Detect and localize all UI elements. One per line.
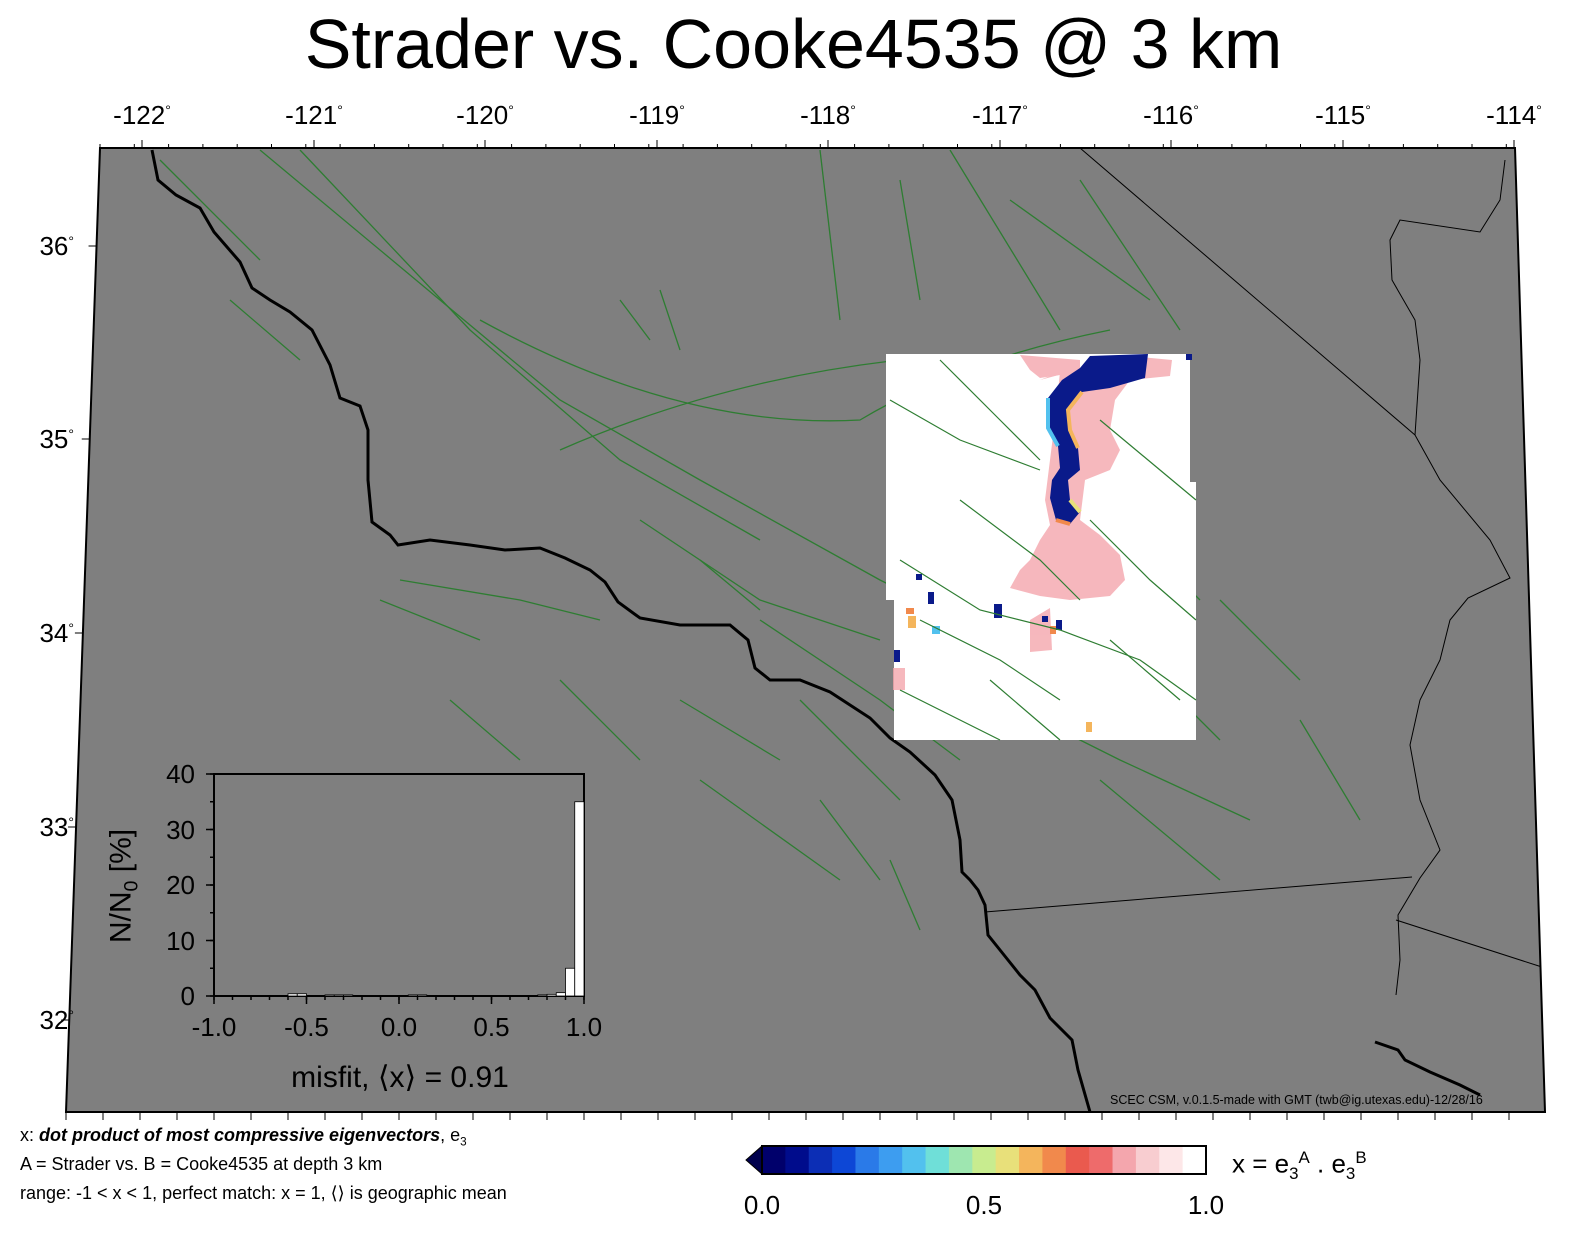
histogram-bar <box>407 994 418 997</box>
colorbar-swatch <box>1042 1146 1067 1174</box>
lat-label: 35° <box>39 424 74 454</box>
colorbar-swatch <box>785 1146 810 1174</box>
histogram-x-tick-label: 1.0 <box>565 1012 603 1042</box>
colorbar-swatch <box>902 1146 927 1174</box>
lon-label: -116° <box>1143 100 1199 130</box>
lon-label: -118° <box>800 100 856 130</box>
arizona-sonora-border <box>1395 919 1545 969</box>
colorbar-swatch <box>1065 1146 1090 1174</box>
colorbar-swatch <box>762 1146 786 1174</box>
lon-label: -117° <box>972 100 1028 130</box>
histogram-y-tick-label: 10 <box>166 925 195 956</box>
cb-label-sup-a: A <box>1298 1148 1310 1167</box>
colorbar-swatch <box>1159 1146 1184 1174</box>
colorbar-underflow-triangle <box>745 1144 763 1176</box>
misfit-histogram <box>206 773 585 1004</box>
note-subscript: 3 <box>460 1135 467 1149</box>
note-line-2: A = Strader vs. B = Cooke4535 at depth 3… <box>20 1154 383 1174</box>
lon-label: -122° <box>113 100 171 130</box>
histogram-y-label: N/N0 [%] <box>104 828 143 944</box>
histogram-y-tick-label: 20 <box>166 870 195 900</box>
histogram-bars <box>287 801 585 997</box>
colorbar-swatch <box>925 1146 950 1174</box>
lat-label: 33° <box>39 812 74 842</box>
colorbar-swatch <box>1135 1146 1160 1174</box>
lon-label: -115° <box>1315 100 1371 130</box>
baja-gulf-coast <box>1374 1040 1481 1097</box>
colorbar-swatch <box>972 1146 997 1174</box>
note-symbol: , e <box>440 1125 461 1145</box>
note-definition: dot product of most compressive eigenvec… <box>39 1125 441 1145</box>
histogram-frame <box>213 773 585 997</box>
colorbar-swatch <box>995 1146 1020 1174</box>
histogram-bar <box>417 994 428 997</box>
histogram-bar <box>361 995 372 997</box>
histogram-bar <box>574 801 585 997</box>
lon-label: -119° <box>629 100 685 130</box>
cb-label-part: x = e <box>1232 1148 1290 1179</box>
histogram-x-tick-label: -0.5 <box>284 1012 329 1042</box>
misfit-raster <box>886 354 1197 741</box>
colorbar-swatch <box>1019 1146 1043 1174</box>
frame-ticks <box>61 140 1515 1120</box>
histogram-bar <box>370 995 381 997</box>
histogram-bar <box>324 994 335 997</box>
colorbar <box>745 1144 1207 1176</box>
lon-label: -120° <box>456 100 514 130</box>
lat-label: 34° <box>39 618 74 648</box>
map-title: Strader vs. Cooke4535 @ 3 km <box>304 5 1283 83</box>
histogram-x-tick-label: -1.0 <box>191 1012 237 1042</box>
histogram-x-tick-label: 0.5 <box>473 1012 510 1042</box>
note-prefix: x: <box>20 1125 40 1145</box>
histogram-bar <box>287 993 298 997</box>
mexico-border <box>984 876 1413 913</box>
histogram-x-label: misfit, ⟨x⟩ = 0.91 <box>291 1061 509 1094</box>
lon-label: -121° <box>285 100 343 130</box>
histogram-y-tick-label: 0 <box>180 981 195 1011</box>
colorbar-swatch <box>832 1146 856 1174</box>
histogram-bar <box>555 992 566 997</box>
coastline <box>150 149 1092 1112</box>
colorbar-swatches <box>762 1146 1207 1174</box>
histogram-bar <box>296 993 307 997</box>
cb-label-sub-b: 3 <box>1345 1163 1356 1183</box>
colorbar-swatch <box>855 1146 880 1174</box>
histogram-bar <box>333 994 344 997</box>
lat-label: 32° <box>39 1005 74 1035</box>
histogram-y-tick-label: 30 <box>166 814 195 845</box>
histogram-bar <box>343 994 354 997</box>
histogram-bar <box>565 967 576 997</box>
colorbar-swatch <box>878 1146 903 1174</box>
colorbar-label: x = e3A . e3B <box>1232 1148 1367 1184</box>
histogram-bar <box>537 994 548 997</box>
colorbar-swatch <box>808 1146 833 1174</box>
colorbar-swatch <box>1182 1146 1207 1174</box>
histogram-bar <box>546 993 557 997</box>
cb-label-sup-b: B <box>1355 1148 1367 1167</box>
colorbar-tick-label: 0.0 <box>743 1190 781 1220</box>
colorbar-swatch <box>1089 1146 1114 1174</box>
colorbar-swatch <box>948 1146 973 1174</box>
cb-label-sub-a: 3 <box>1289 1163 1299 1183</box>
histogram-bar <box>528 995 539 997</box>
histogram-x-tick-label: 0.0 <box>380 1012 418 1042</box>
colorbar-tick-label: 0.5 <box>965 1190 1003 1220</box>
colorbar-swatch <box>1112 1146 1137 1174</box>
lat-label: 36° <box>39 231 74 261</box>
note-line-1: x: dot product of most compressive eigen… <box>20 1125 467 1149</box>
colorado-river <box>1389 159 1511 996</box>
colorbar-tick-label: 1.0 <box>1187 1190 1225 1220</box>
histogram-y-tick-label: 40 <box>166 759 195 789</box>
cb-label-part-2: . e <box>1309 1148 1346 1179</box>
credit-text: SCEC CSM, v.0.1.5-made with GMT (twb@ig.… <box>1110 1093 1483 1107</box>
state-border <box>1079 148 1416 436</box>
note-line-3: range: -1 < x < 1, perfect match: x = 1,… <box>20 1183 507 1203</box>
lon-label: -114° <box>1486 100 1542 130</box>
